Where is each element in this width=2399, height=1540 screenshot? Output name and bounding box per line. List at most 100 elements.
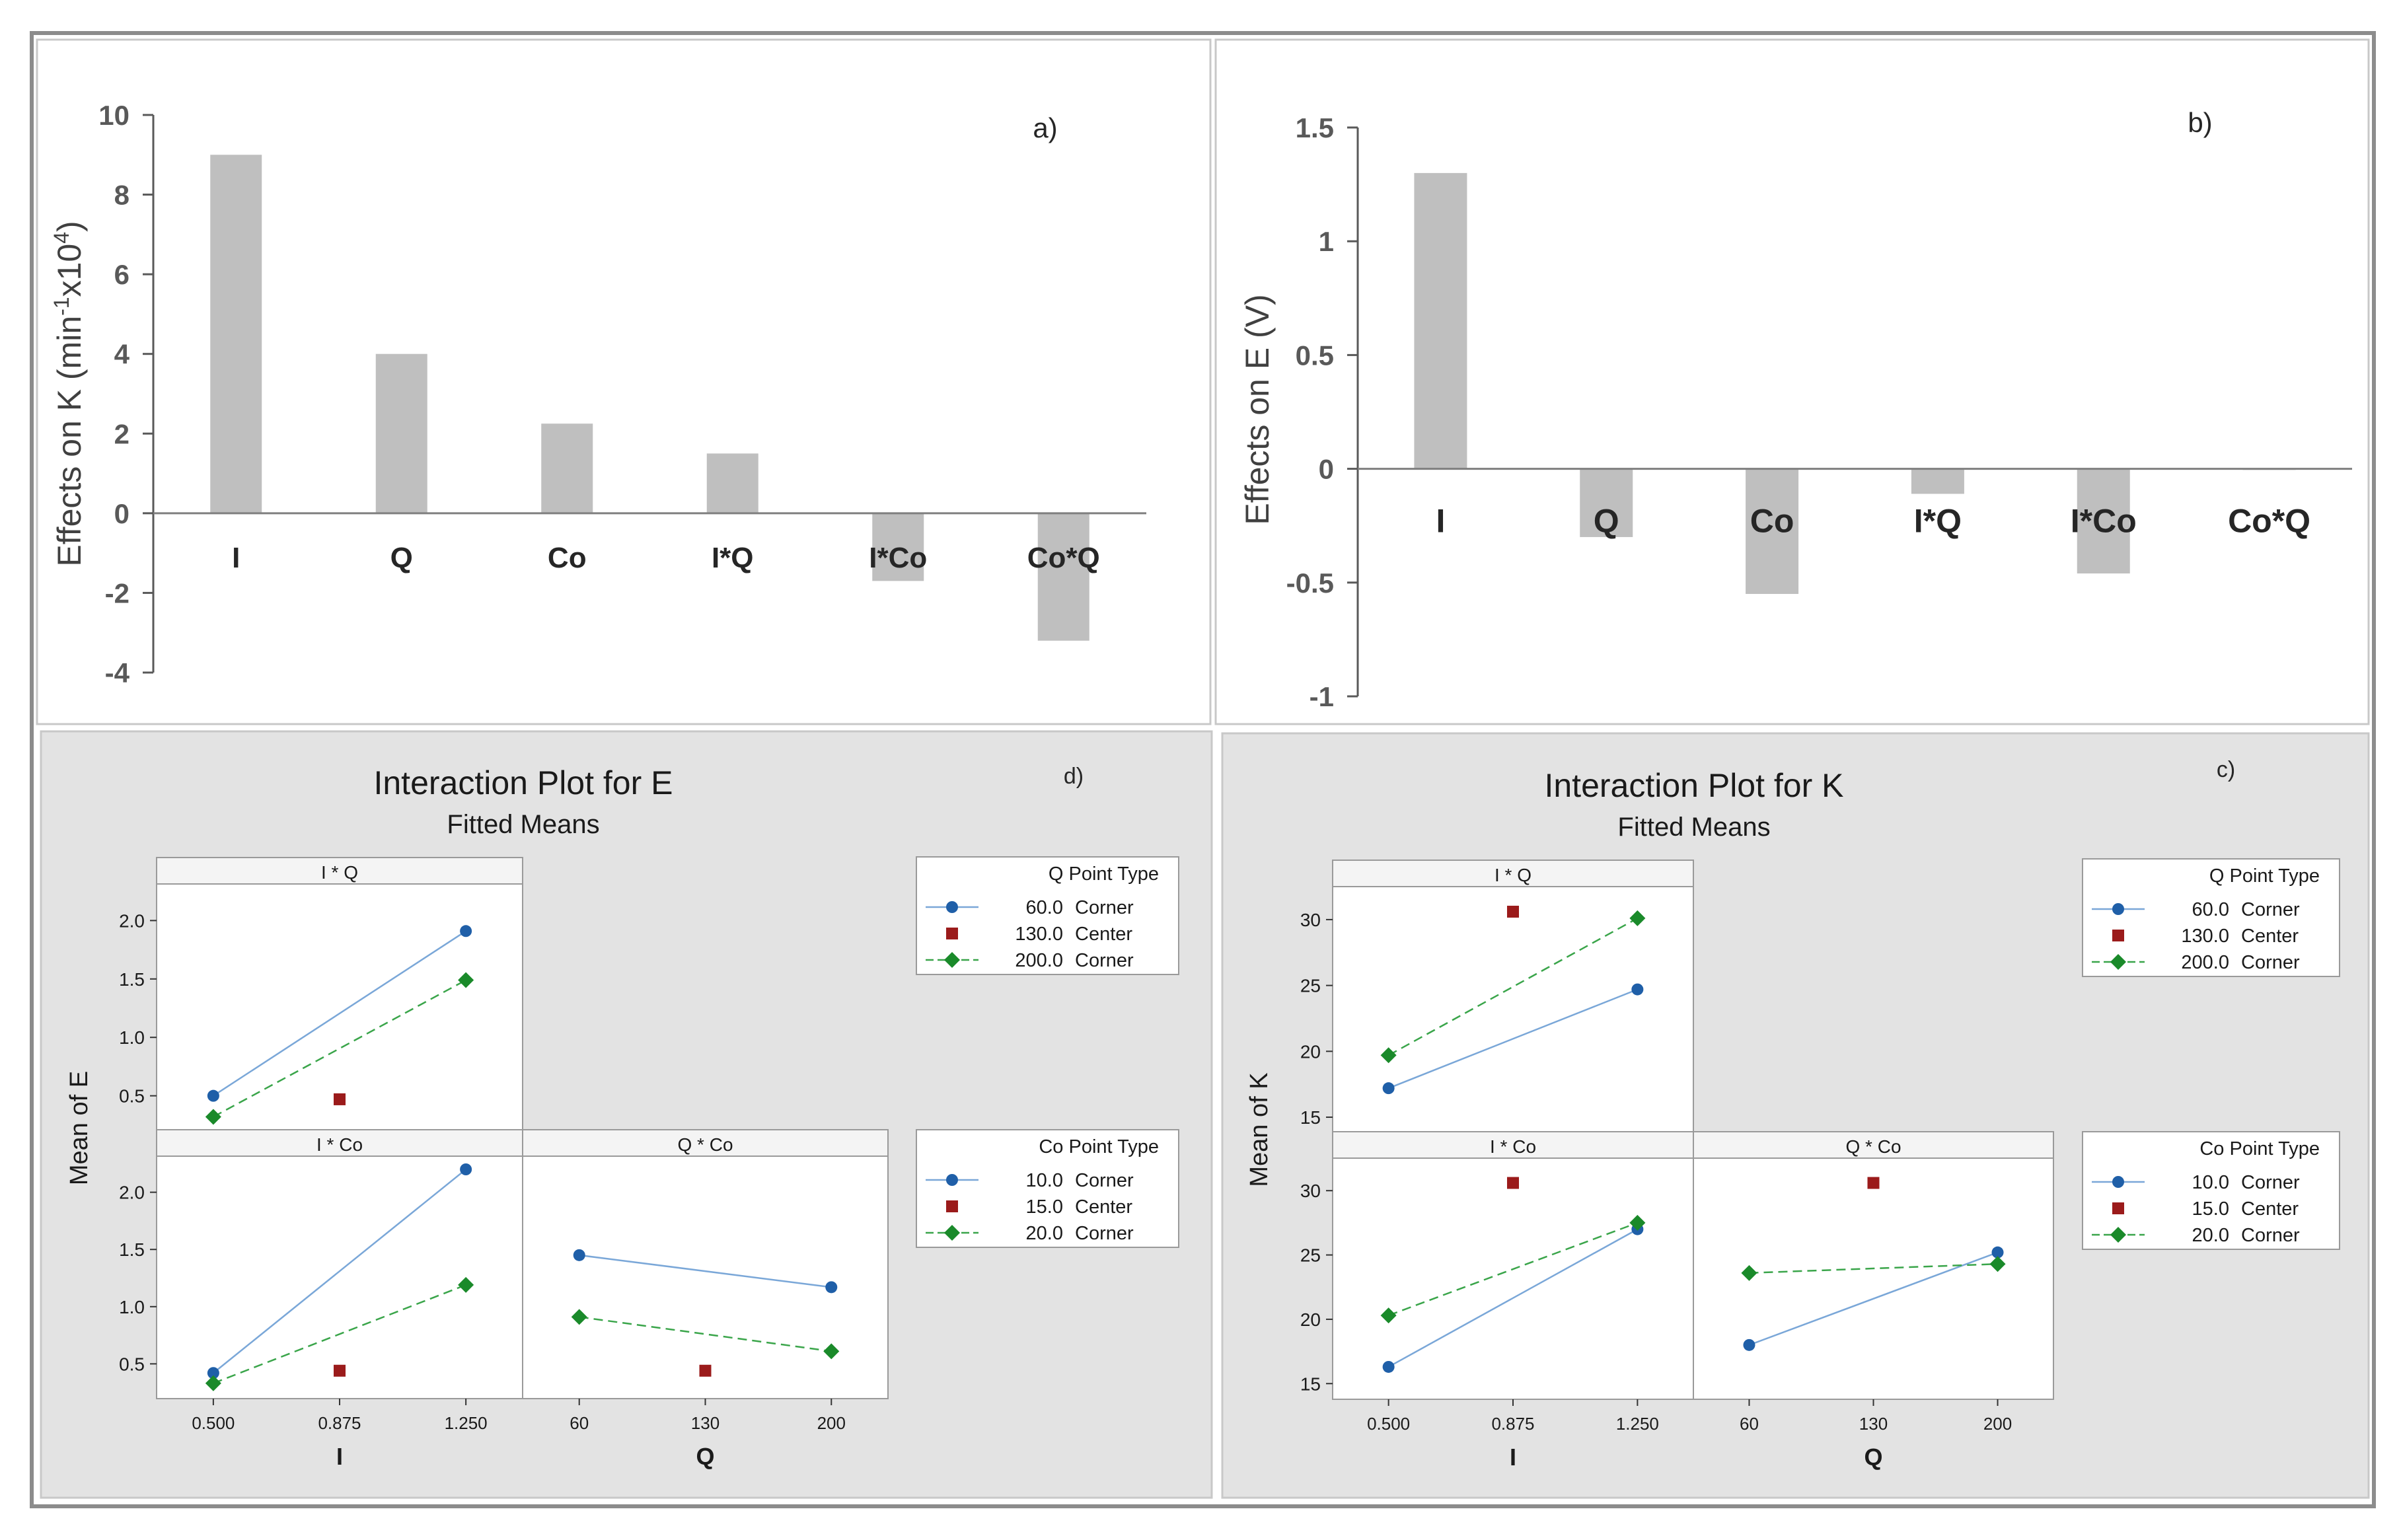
y-axis-label: Mean of K: [1245, 1072, 1273, 1187]
category-label: I*Q: [712, 542, 754, 574]
y-tick-label: 1.5: [119, 1239, 145, 1260]
y-tick-label: -4: [105, 657, 130, 688]
data-point: [2112, 930, 2124, 941]
y-tick-label: 25: [1300, 976, 1321, 996]
data-point: [944, 1225, 960, 1241]
data-point: [1629, 1214, 1646, 1231]
y-tick-label: 0: [1319, 454, 1334, 485]
data-point: [1382, 1082, 1395, 1095]
subplot-header: [1332, 860, 1694, 887]
data-point: [2110, 1227, 2126, 1243]
data-point: [460, 925, 472, 937]
x-axis-label: Q: [696, 1443, 714, 1470]
y-axis-label-part: x10: [51, 244, 88, 297]
chart-title: Interaction Plot for E: [373, 764, 673, 801]
bar: [1580, 468, 1633, 537]
legend-value: 60.0: [1026, 897, 1063, 918]
data-point: [205, 1109, 221, 1125]
x-tick-label: 0.500: [192, 1413, 235, 1433]
data-point: [946, 928, 958, 939]
series-line-blue: [213, 1169, 466, 1374]
legend-value: 60.0: [2192, 899, 2229, 920]
legend-header: Q Point Type: [2209, 865, 2320, 887]
chart-subtitle: Fitted Means: [1617, 813, 1770, 842]
x-tick-label: 130: [691, 1413, 720, 1433]
chart-title: Interaction Plot for K: [1544, 767, 1843, 804]
series-line-blue: [1749, 1251, 1998, 1346]
legend-point-type: Corner: [1075, 897, 1134, 918]
bar: [1414, 172, 1467, 469]
y-tick-label: 20: [1300, 1309, 1321, 1330]
y-tick-label: 2: [114, 418, 129, 449]
data-point: [1507, 905, 1519, 918]
category-label: I: [232, 542, 240, 574]
chart-subtitle: Fitted Means: [447, 810, 599, 839]
y-tick-label: 10: [98, 100, 129, 131]
x-tick-label: 0.875: [1491, 1414, 1534, 1434]
y-tick-label: 0.5: [1296, 340, 1334, 371]
y-tick-label: 25: [1300, 1245, 1321, 1266]
category-label: Co: [548, 542, 587, 574]
data-point: [2110, 954, 2126, 970]
data-point: [1741, 1265, 1757, 1281]
subplot-header: [156, 857, 523, 885]
data-point: [1991, 1246, 2004, 1259]
panel-label: c): [2217, 757, 2235, 782]
x-tick-label: 0.875: [318, 1413, 361, 1433]
subplot-title: I * Co: [316, 1134, 363, 1155]
data-point: [205, 1375, 221, 1391]
y-tick-label: 2.0: [119, 910, 145, 931]
series-line-green: [579, 1316, 832, 1352]
data-point: [458, 1276, 474, 1293]
x-tick-label: 200: [1983, 1414, 2012, 1434]
bar: [706, 453, 758, 513]
series-line-green: [1749, 1263, 1998, 1274]
legend-value: 20.0: [2192, 1225, 2229, 1246]
category-label: Q: [1594, 503, 1619, 540]
legend-point-type: Corner: [2241, 952, 2300, 973]
y-tick-label: 4: [114, 339, 130, 370]
data-point: [1380, 1047, 1397, 1064]
legend-value: 15.0: [1026, 1196, 1063, 1218]
legend-point-type: Center: [2241, 1198, 2299, 1220]
subplot-header: [156, 1129, 523, 1157]
legend-point-type: Corner: [2241, 1225, 2300, 1246]
x-tick-label: 60: [570, 1413, 589, 1433]
legend-box: [916, 856, 1179, 975]
y-tick-label: 1.5: [1296, 112, 1334, 143]
y-tick-label: -2: [105, 577, 129, 608]
x-tick-label: 1.250: [445, 1413, 488, 1433]
bar: [210, 155, 262, 513]
panel-label: d): [1064, 764, 1084, 789]
subplot-title: I * Q: [321, 862, 358, 883]
y-tick-label: 0.5: [119, 1354, 145, 1374]
series-line-blue: [1388, 988, 1638, 1089]
y-tick-label: 15: [1300, 1107, 1321, 1128]
y-axis-label: Mean of E: [65, 1071, 93, 1185]
legend-value: 200.0: [2181, 952, 2229, 973]
data-point: [1382, 1360, 1395, 1373]
bar: [1746, 468, 1799, 595]
legend-point-type: Corner: [1075, 950, 1134, 971]
data-point: [1380, 1307, 1397, 1324]
series-line-blue: [213, 930, 466, 1097]
x-tick-label: 1.250: [1616, 1414, 1659, 1434]
panel-b-frame: [1214, 38, 2370, 725]
legend-box: [2082, 1131, 2340, 1250]
outer-frame: [30, 31, 2376, 1508]
legend-box: [916, 1129, 1179, 1248]
category-label: Co: [1750, 503, 1794, 540]
y-axis-label-part: 4: [50, 232, 73, 244]
y-tick-label: 15: [1300, 1374, 1321, 1394]
legend-value: 200.0: [1015, 950, 1063, 971]
data-point: [2112, 903, 2124, 915]
subplot-area: [156, 883, 523, 1132]
series-line-blue: [1388, 1228, 1638, 1368]
category-label: Co*Q: [2228, 503, 2310, 540]
series-line-green: [213, 979, 466, 1118]
legend-point-type: Center: [2241, 926, 2299, 947]
y-tick-label: 8: [114, 180, 129, 211]
x-tick-label: 130: [1859, 1414, 1888, 1434]
